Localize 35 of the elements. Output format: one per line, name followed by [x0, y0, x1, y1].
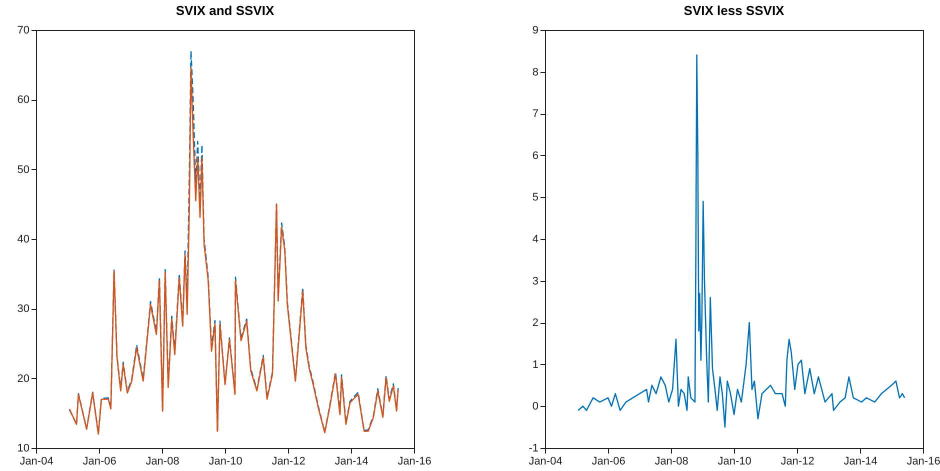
y-tick-label: 6 [532, 150, 538, 162]
x-tick-label: Jan-04 [20, 456, 54, 468]
x-tick-label: Jan-16 [906, 456, 940, 468]
line-series [577, 54, 906, 428]
x-tick-label: Jan-08 [146, 456, 180, 468]
chart-title: SVIX and SSVIX [176, 3, 274, 18]
y-tick-label: 70 [17, 24, 30, 36]
chart-title: SVIX less SSVIX [684, 3, 785, 18]
y-tick-label: 0 [532, 400, 538, 413]
y-tick-label: 10 [17, 442, 30, 454]
x-tick-label: Jan-06 [592, 456, 626, 468]
x-tick-label: Jan-14 [844, 456, 878, 468]
x-tick-label: Jan-08 [654, 456, 688, 468]
y-tick-label: 50 [17, 164, 30, 176]
y-tick-label: 9 [532, 24, 538, 36]
y-tick-label: 40 [17, 234, 30, 246]
y-tick-label: 60 [17, 94, 30, 106]
y-tick-label: 7 [532, 108, 538, 120]
x-tick-label: Jan-10 [718, 456, 752, 468]
x-tick-label: Jan-06 [82, 456, 116, 468]
x-tick-label: Jan-04 [528, 456, 562, 468]
y-tick-label: 5 [532, 192, 538, 204]
y-tick-label: 1 [532, 358, 538, 371]
x-tick-label: Jan-12 [780, 456, 814, 468]
x-tick-label: Jan-12 [272, 456, 306, 468]
y-tick-label: 20 [17, 372, 30, 385]
y-tick-label: 3 [532, 275, 538, 288]
y-tick-label: 8 [532, 66, 538, 78]
y-tick-label: 4 [532, 234, 538, 246]
y-tick-label: 30 [17, 303, 30, 316]
x-tick-label: Jan-10 [208, 456, 242, 468]
x-tick-label: Jan-16 [398, 456, 432, 468]
y-tick-label: 2 [532, 317, 538, 330]
y-tick-label: -1 [528, 442, 538, 454]
x-tick-label: Jan-14 [334, 456, 368, 468]
